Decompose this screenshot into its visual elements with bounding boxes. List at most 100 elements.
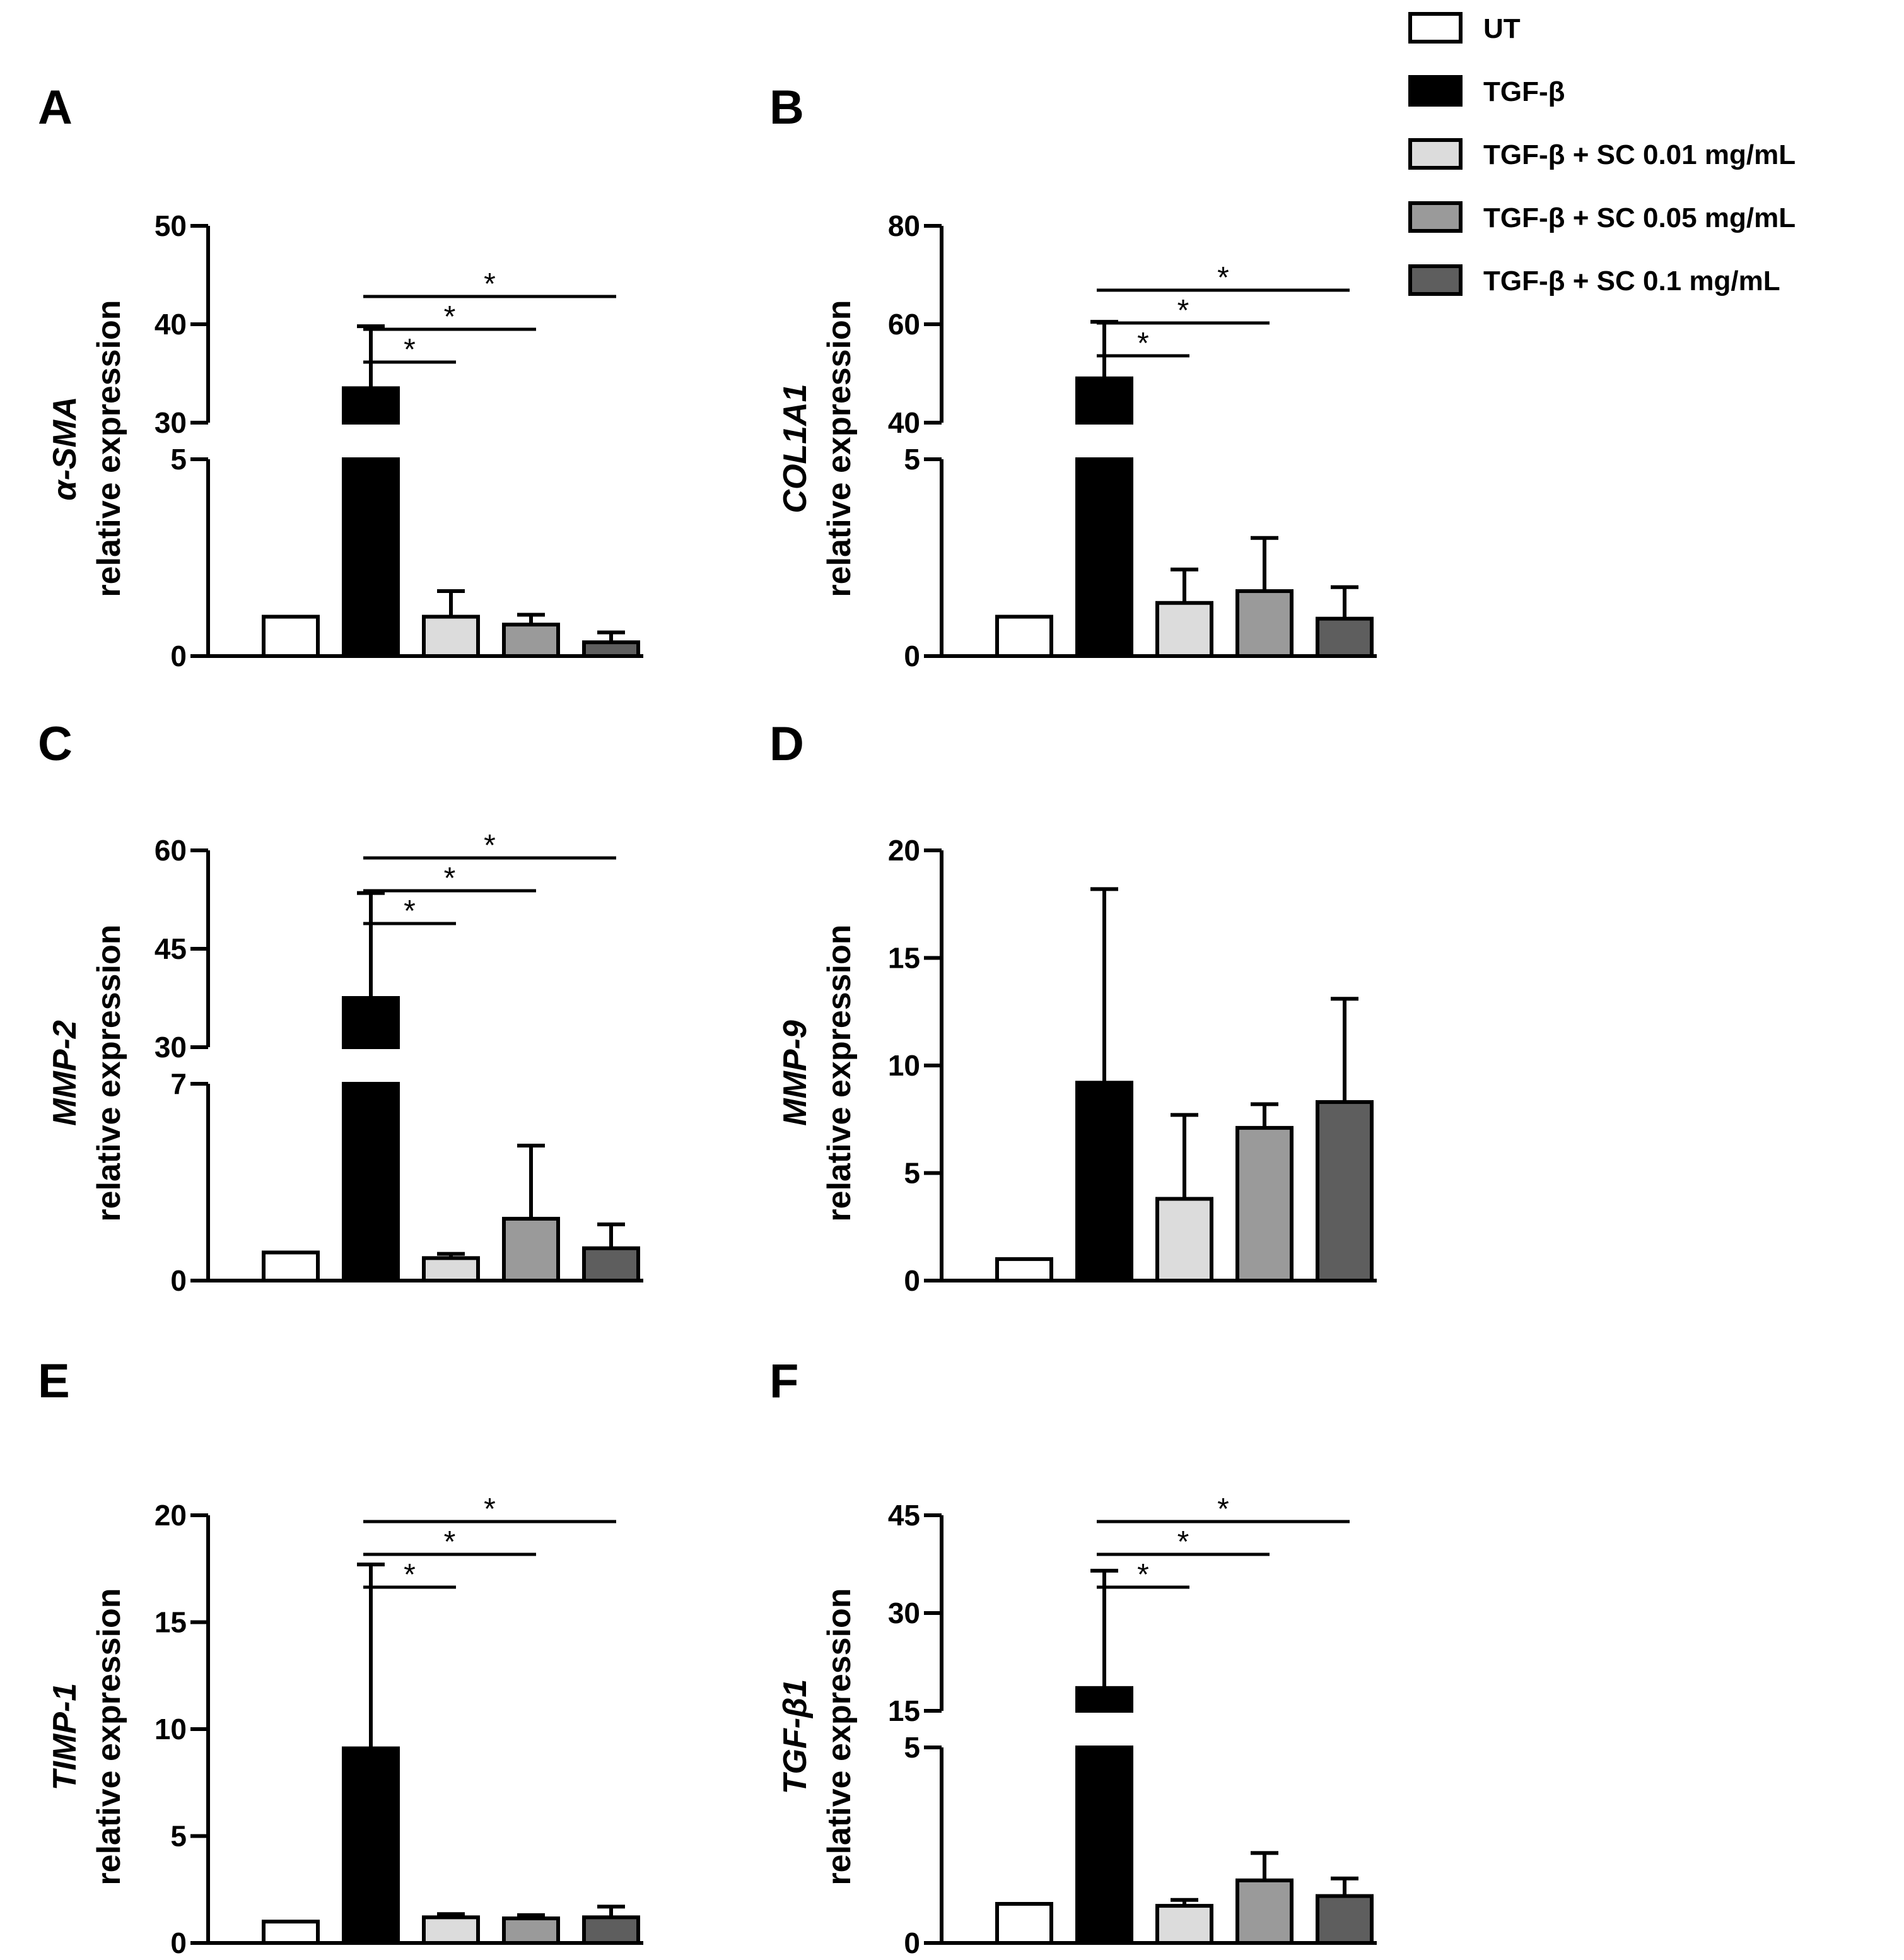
bar-tgf-sc-0-01-mg-ml bbox=[1155, 1904, 1213, 1945]
bar-ut bbox=[995, 614, 1053, 658]
significance-star: * bbox=[484, 829, 496, 862]
legend-swatch-tgf-sc-0-1-mg-ml bbox=[1408, 264, 1463, 296]
y-axis-label: relative expression bbox=[821, 924, 858, 1221]
bar-ut bbox=[262, 1920, 320, 1945]
y-tick-label: 50 bbox=[155, 209, 187, 242]
bar-tgf-upper bbox=[342, 386, 400, 425]
bar-tgf-upper bbox=[1075, 376, 1133, 425]
legend-label-tgf-sc-0-05-mg-ml: TGF-β + SC 0.05 mg/mL bbox=[1483, 202, 1796, 233]
panel-letter: A bbox=[38, 81, 73, 134]
significance-star: * bbox=[1217, 1493, 1229, 1526]
y-tick-label: 45 bbox=[888, 1499, 920, 1532]
y-tick-label: 0 bbox=[170, 640, 187, 672]
y-tick-label: 60 bbox=[888, 308, 920, 341]
y-tick-label: 0 bbox=[904, 640, 920, 672]
y-tick-label: 10 bbox=[155, 1713, 187, 1746]
legend-swatch-tgf bbox=[1408, 75, 1463, 107]
y-tick-label: 45 bbox=[155, 932, 187, 965]
legend-swatch-tgf-sc-0-05-mg-ml bbox=[1408, 201, 1463, 233]
significance-star: * bbox=[1137, 1558, 1149, 1592]
legend-label-tgf-sc-0-1-mg-ml: TGF-β + SC 0.1 mg/mL bbox=[1483, 266, 1780, 296]
bar-tgf-sc-0-01-mg-ml bbox=[1155, 601, 1213, 659]
panel-letter: B bbox=[769, 81, 804, 134]
bar-tgf-sc-0-05-mg-ml bbox=[1235, 589, 1294, 658]
bar-tgf-sc-0-01-mg-ml bbox=[422, 1256, 480, 1283]
significance-star: * bbox=[444, 1525, 456, 1559]
bar-tgf-sc-0-01-mg-ml bbox=[422, 614, 480, 658]
panel-e: E TIMP-1 relative expression 0 5 10 15 20 * * * bbox=[38, 1354, 643, 1959]
y-tick-label: 60 bbox=[155, 834, 187, 867]
y-tick-label: 80 bbox=[888, 209, 920, 242]
panel-letter: D bbox=[769, 717, 804, 771]
significance-star: * bbox=[444, 300, 456, 334]
y-tick-label: 7 bbox=[170, 1067, 187, 1100]
y-tick-label: 30 bbox=[155, 1031, 187, 1064]
bar-ut bbox=[995, 1257, 1053, 1283]
legend-swatch-tgf-sc-0-01-mg-ml bbox=[1408, 138, 1463, 170]
y-tick-label: 5 bbox=[904, 1157, 920, 1190]
significance-star: * bbox=[1177, 1525, 1189, 1559]
y-tick-label: 5 bbox=[904, 1731, 920, 1764]
legend-swatch-ut bbox=[1408, 12, 1463, 44]
panel-letter: E bbox=[38, 1354, 70, 1408]
panel-letter: C bbox=[38, 717, 73, 771]
bar-tgf-upper bbox=[1075, 1686, 1133, 1713]
significance-star: * bbox=[1217, 261, 1229, 295]
significance-star: * bbox=[404, 1558, 416, 1592]
bar-tgf-sc-0-1-mg-ml bbox=[1316, 616, 1374, 658]
y-axis-label: relative expression bbox=[91, 924, 127, 1221]
significance-star: * bbox=[444, 862, 456, 895]
bar-tgf-sc-0-01-mg-ml bbox=[422, 1915, 480, 1945]
bar-tgf-sc-0-05-mg-ml bbox=[502, 1916, 560, 1945]
bar-ut bbox=[262, 1250, 320, 1283]
y-tick-label: 5 bbox=[904, 443, 920, 476]
bar-tgf-sc-0-1-mg-ml bbox=[1316, 1894, 1374, 1945]
bar-tgf-lower bbox=[1075, 1746, 1133, 1945]
significance-star: * bbox=[404, 895, 416, 928]
bar-ut bbox=[262, 614, 320, 658]
legend: UT TGF-β TGF-β + SC 0.01 mg/mL TGF-β + SC 0… bbox=[1408, 12, 1796, 296]
legend-label-ut: UT bbox=[1483, 13, 1521, 44]
significance-star: * bbox=[484, 1493, 496, 1526]
y-axis-gene-label: TIMP-1 bbox=[47, 1683, 83, 1790]
y-axis-gene-label: α-SMA bbox=[47, 396, 83, 500]
y-tick-label: 15 bbox=[888, 942, 920, 975]
y-tick-label: 15 bbox=[155, 1606, 187, 1639]
panel-a: Aα-SMA relative expression 0 5 30 40 50 * * * bbox=[38, 81, 643, 672]
bar-tgf-lower bbox=[1075, 457, 1133, 658]
bar-tgf-lower bbox=[342, 1082, 400, 1282]
y-axis-gene-label: TGF-β1 bbox=[777, 1679, 814, 1794]
bar-ut bbox=[995, 1902, 1053, 1945]
y-tick-label: 20 bbox=[888, 834, 920, 867]
panel-f: F TGF-β1 relative expression 0 5 15 30 45 * * * bbox=[769, 1354, 1377, 1959]
y-tick-label: 30 bbox=[155, 406, 187, 439]
y-tick-label: 5 bbox=[170, 1820, 187, 1853]
legend-label-tgf-sc-0-01-mg-ml: TGF-β + SC 0.01 mg/mL bbox=[1483, 139, 1796, 170]
panels: Aα-SMA relative expression05304050***BCOL… bbox=[38, 81, 1377, 1959]
y-axis-label: relative expression bbox=[821, 300, 858, 597]
significance-star: * bbox=[1137, 327, 1149, 360]
y-tick-label: 40 bbox=[155, 308, 187, 341]
y-tick-label: 30 bbox=[888, 1597, 920, 1629]
bar-tgf-upper bbox=[342, 996, 400, 1049]
legend-label-tgf: TGF-β bbox=[1483, 76, 1565, 107]
bar-tgf-lower bbox=[342, 457, 400, 658]
y-tick-label: 20 bbox=[155, 1499, 187, 1532]
y-axis-gene-label: MMP-9 bbox=[777, 1020, 814, 1126]
bar-tgf bbox=[342, 1746, 400, 1945]
y-tick-label: 0 bbox=[904, 1264, 920, 1297]
y-tick-label: 0 bbox=[170, 1927, 187, 1959]
y-tick-label: 15 bbox=[888, 1694, 920, 1727]
y-axis-gene-label: COL1A1 bbox=[777, 384, 814, 513]
panel-b: B COL1A1 relative expression 0 5 40 60 80 * * * bbox=[769, 81, 1377, 672]
y-tick-label: 10 bbox=[888, 1049, 920, 1082]
y-tick-label: 40 bbox=[888, 406, 920, 439]
bar-tgf-sc-0-05-mg-ml bbox=[1235, 1878, 1294, 1945]
y-tick-label: 5 bbox=[170, 443, 187, 476]
y-axis-label: relative expression bbox=[821, 1588, 858, 1885]
y-tick-label: 0 bbox=[904, 1927, 920, 1959]
panel-letter: F bbox=[769, 1354, 798, 1408]
bar-tgf-sc-0-1-mg-ml bbox=[582, 1246, 640, 1282]
bar-tgf-sc-0-1-mg-ml bbox=[582, 1915, 640, 1945]
